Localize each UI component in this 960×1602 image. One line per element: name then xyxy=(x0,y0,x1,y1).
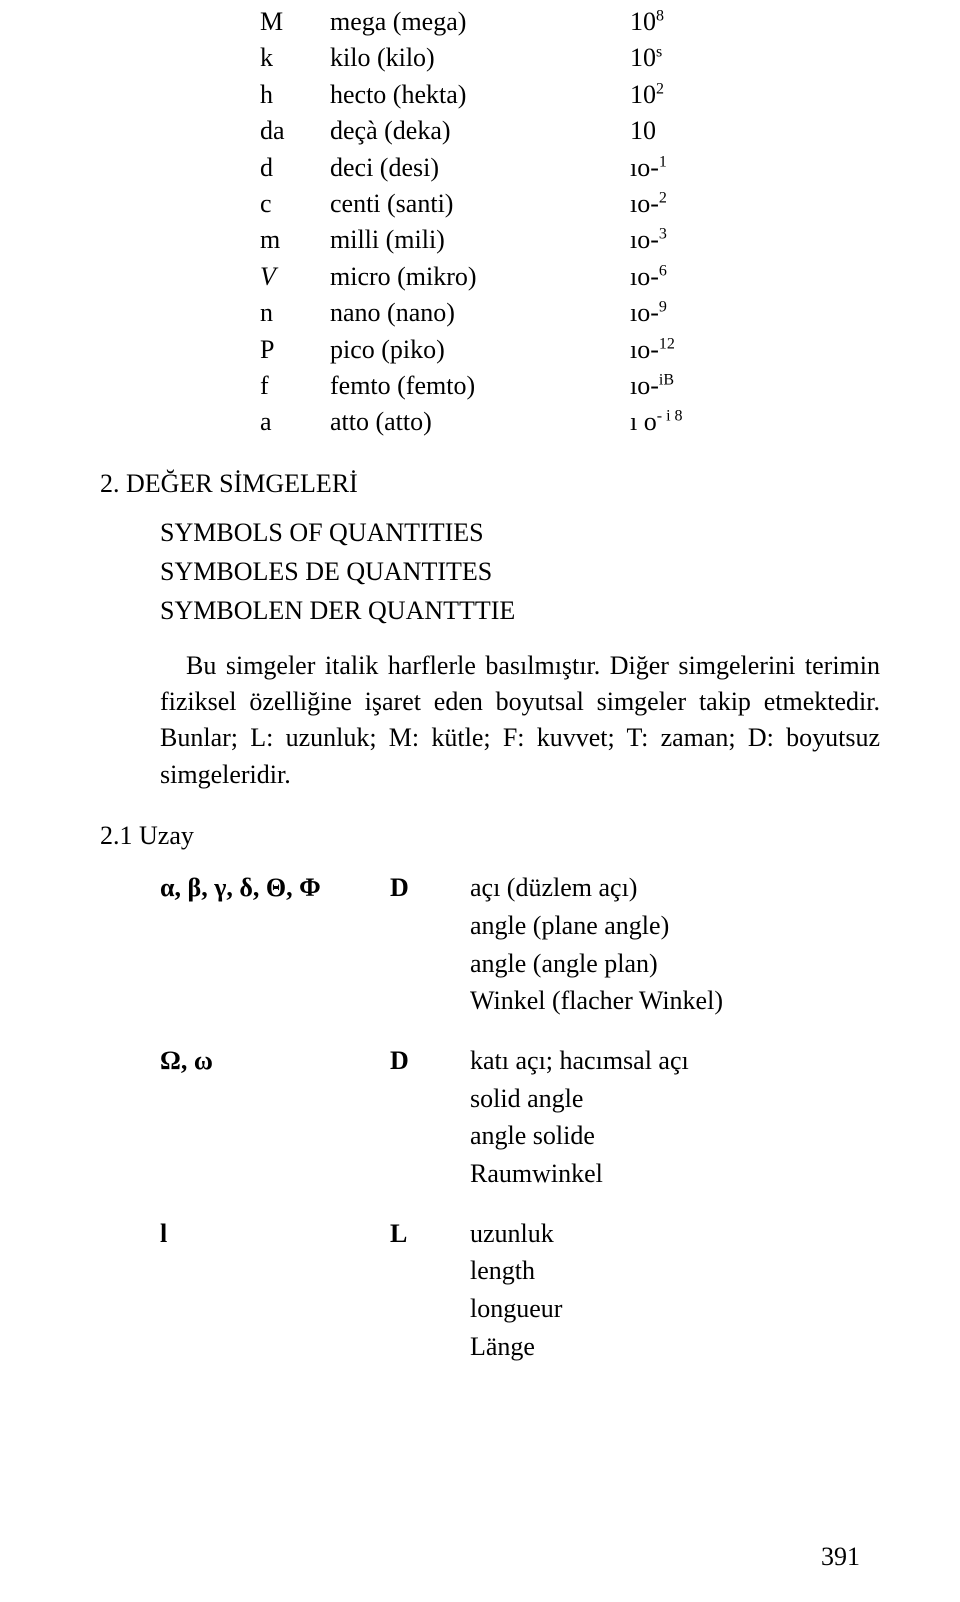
symbol-definition-line: Raumwinkel xyxy=(470,1155,880,1193)
prefix-row: dadeçà (deka)10 xyxy=(260,113,880,149)
symbol-definition-line: angle (plane angle) xyxy=(470,907,880,945)
symbol-definition-line: Länge xyxy=(470,1328,880,1366)
prefix-name: milli (mili) xyxy=(330,222,630,258)
prefix-row: Vmicro (mikro)ıo-6 xyxy=(260,259,880,295)
subtitle-line: SYMBOLES DE QUANTITES xyxy=(160,552,880,591)
symbol-definition-line: açı (düzlem açı) xyxy=(470,869,880,907)
symbol-row: α, β, γ, δ, Θ, ΦDaçı (düzlem açı)angle (… xyxy=(160,869,880,1020)
symbol-letters: Ω, ω xyxy=(160,1042,390,1080)
symbol-dimension: L xyxy=(390,1215,470,1253)
prefix-value: 102 xyxy=(630,77,770,113)
prefix-value: ıo-iB xyxy=(630,368,770,404)
prefix-name: deci (desi) xyxy=(330,150,630,186)
symbol-dimension: D xyxy=(390,1042,470,1080)
symbol-letters: l xyxy=(160,1215,390,1253)
prefix-row: mmilli (mili)ıo-3 xyxy=(260,222,880,258)
prefix-name: pico (piko) xyxy=(330,332,630,368)
prefix-row: aatto (atto)ı o- i 8 xyxy=(260,404,880,440)
symbol-letters: α, β, γ, δ, Θ, Φ xyxy=(160,869,390,907)
prefix-value: ıo-9 xyxy=(630,295,770,331)
prefix-value: ıo-1 xyxy=(630,150,770,186)
prefix-name: mega (mega) xyxy=(330,4,630,40)
prefix-symbol: c xyxy=(260,186,330,222)
prefix-symbol: a xyxy=(260,404,330,440)
page-number: 391 xyxy=(821,1542,860,1572)
section-2-paragraph: Bu simgeler italik harflerle basılmıştır… xyxy=(160,648,880,794)
prefix-value: 10s xyxy=(630,40,770,76)
prefix-name: deçà (deka) xyxy=(330,113,630,149)
prefix-row: Ppico (piko)ıo-12 xyxy=(260,332,880,368)
prefix-symbol: h xyxy=(260,77,330,113)
prefix-name: femto (femto) xyxy=(330,368,630,404)
symbol-definition-line: longueur xyxy=(470,1290,880,1328)
symbol-row: lLuzunluklengthlongueurLänge xyxy=(160,1215,880,1366)
symbol-table: α, β, γ, δ, Θ, ΦDaçı (düzlem açı)angle (… xyxy=(160,869,880,1365)
section-2-subtitles: SYMBOLS OF QUANTITIES SYMBOLES DE QUANTI… xyxy=(160,513,880,630)
prefix-symbol: V xyxy=(260,259,330,295)
symbol-row: Ω, ωDkatı açı; hacımsal açısolid anglean… xyxy=(160,1042,880,1193)
symbol-definition-line: solid angle xyxy=(470,1080,880,1118)
prefix-row: ccenti (santi)ıo-2 xyxy=(260,186,880,222)
prefix-symbol: k xyxy=(260,40,330,76)
prefix-name: centi (santi) xyxy=(330,186,630,222)
prefix-row: ffemto (femto)ıo-iB xyxy=(260,368,880,404)
section-2-1-heading: 2.1 Uzay xyxy=(100,821,880,851)
prefix-name: atto (atto) xyxy=(330,404,630,440)
prefix-value: ıo-6 xyxy=(630,259,770,295)
prefix-symbol: da xyxy=(260,113,330,149)
prefix-value: ıo-2 xyxy=(630,186,770,222)
prefix-symbol: P xyxy=(260,332,330,368)
prefix-symbol: n xyxy=(260,295,330,331)
prefix-name: kilo (kilo) xyxy=(330,40,630,76)
prefix-table: Mmega (mega)108kkilo (kilo)10shhecto (he… xyxy=(260,4,880,441)
prefix-row: nnano (nano)ıo-9 xyxy=(260,295,880,331)
subtitle-line: SYMBOLEN DER QUANTTTIE xyxy=(160,591,880,630)
symbol-definitions: açı (düzlem açı)angle (plane angle)angle… xyxy=(470,869,880,1020)
prefix-symbol: m xyxy=(260,222,330,258)
symbol-definition-line: angle (angle plan) xyxy=(470,945,880,983)
prefix-value: ı o- i 8 xyxy=(630,404,770,440)
symbol-definition-line: length xyxy=(470,1252,880,1290)
prefix-name: hecto (hekta) xyxy=(330,77,630,113)
symbol-dimension: D xyxy=(390,869,470,907)
prefix-value: 108 xyxy=(630,4,770,40)
symbol-definitions: katı açı; hacımsal açısolid angleangle s… xyxy=(470,1042,880,1193)
prefix-value: ıo-12 xyxy=(630,332,770,368)
prefix-name: micro (mikro) xyxy=(330,259,630,295)
symbol-definition-line: angle solide xyxy=(470,1117,880,1155)
symbol-definition-line: uzunluk xyxy=(470,1215,880,1253)
subtitle-line: SYMBOLS OF QUANTITIES xyxy=(160,513,880,552)
prefix-row: hhecto (hekta)102 xyxy=(260,77,880,113)
prefix-symbol: d xyxy=(260,150,330,186)
prefix-value: ıo-3 xyxy=(630,222,770,258)
prefix-symbol: f xyxy=(260,368,330,404)
prefix-name: nano (nano) xyxy=(330,295,630,331)
symbol-definition-line: katı açı; hacımsal açı xyxy=(470,1042,880,1080)
symbol-definitions: uzunluklengthlongueurLänge xyxy=(470,1215,880,1366)
prefix-value: 10 xyxy=(630,113,770,149)
prefix-row: ddeci (desi)ıo-1 xyxy=(260,150,880,186)
symbol-definition-line: Winkel (flacher Winkel) xyxy=(470,982,880,1020)
prefix-row: Mmega (mega)108 xyxy=(260,4,880,40)
prefix-symbol: M xyxy=(260,4,330,40)
prefix-row: kkilo (kilo)10s xyxy=(260,40,880,76)
page: Mmega (mega)108kkilo (kilo)10shhecto (he… xyxy=(0,4,960,1602)
section-2-heading: 2. DEĞER SİMGELERİ xyxy=(100,469,880,499)
